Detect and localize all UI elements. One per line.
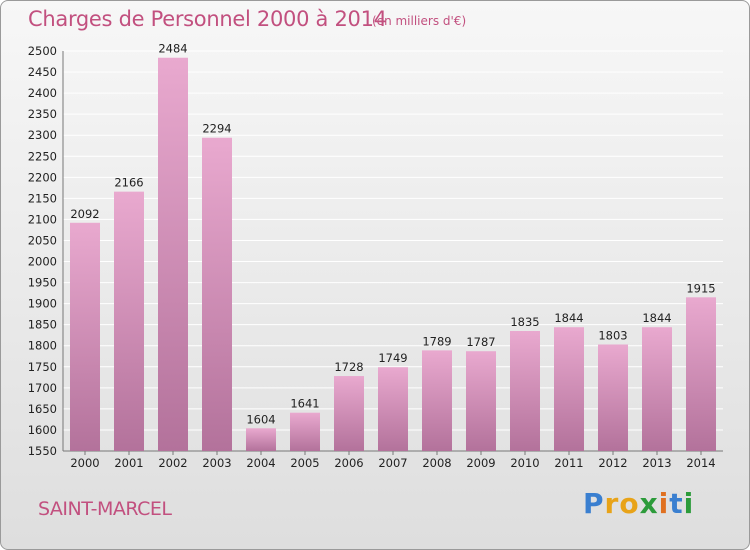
y-tick-label: 2000 — [28, 255, 57, 269]
y-tick-label: 1750 — [28, 360, 57, 374]
x-tick-label-2011: 2011 — [554, 456, 583, 470]
y-tick-label: 1950 — [28, 276, 57, 290]
bar-2010 — [510, 331, 540, 451]
y-tick-label: 2500 — [28, 44, 57, 58]
x-tick-label-2009: 2009 — [466, 456, 495, 470]
bar-2001 — [114, 191, 144, 451]
data-label-2014: 1915 — [686, 281, 715, 295]
brand-letter: P — [583, 487, 605, 520]
y-tick-label: 2450 — [28, 65, 57, 79]
y-tick-label: 2100 — [28, 212, 57, 226]
data-label-2011: 1844 — [554, 311, 583, 325]
x-tick-label-2005: 2005 — [290, 456, 319, 470]
bar-2004 — [246, 428, 276, 451]
y-tick-label: 1550 — [28, 444, 57, 458]
bar-2012 — [598, 344, 628, 451]
bar-2005 — [290, 412, 320, 451]
bar-2006 — [334, 376, 364, 451]
y-tick-label: 2150 — [28, 191, 57, 205]
x-tick-label-2008: 2008 — [422, 456, 451, 470]
data-label-2008: 1789 — [422, 334, 451, 348]
brand-letter: o — [619, 487, 640, 520]
x-tick-label-2001: 2001 — [114, 456, 143, 470]
y-tick-label: 2200 — [28, 170, 57, 184]
x-tick-label-2000: 2000 — [70, 456, 99, 470]
x-tick-label-2013: 2013 — [642, 456, 671, 470]
data-label-2001: 2166 — [114, 176, 143, 190]
x-tick-label-2010: 2010 — [510, 456, 539, 470]
data-label-2004: 1604 — [246, 412, 275, 426]
data-labels: 2092 2166 2484 2294 1604 1641 1728 1749 1789 1787… — [70, 42, 715, 427]
y-tick-label: 2250 — [28, 149, 57, 163]
x-tick-label-2004: 2004 — [246, 456, 275, 470]
y-tick-label: 2400 — [28, 86, 57, 100]
data-label-2003: 2294 — [202, 122, 231, 136]
brand-letter: i — [683, 487, 695, 520]
bars — [70, 57, 716, 451]
data-label-2012: 1803 — [598, 328, 627, 342]
x-tick-labels: 2000 2001 2002 2003 2004 2005 2006 2007 2008 2009… — [70, 456, 715, 470]
chart-subtitle: (en milliers d'€) — [372, 14, 467, 28]
data-label-2006: 1728 — [334, 360, 363, 374]
data-label-2005: 1641 — [290, 397, 319, 411]
data-label-2002: 2484 — [158, 42, 187, 56]
chart-title: Charges de Personnel 2000 à 2014 — [28, 7, 387, 31]
y-tick-label: 2350 — [28, 107, 57, 121]
y-tick-labels: 1550 1600 1650 1700 1750 1800 1850 1900 1950 2000… — [28, 44, 57, 458]
x-tick-label-2003: 2003 — [202, 456, 231, 470]
data-label-2009: 1787 — [466, 335, 495, 349]
y-tick-label: 1700 — [28, 381, 57, 395]
brand-letter: x — [639, 487, 659, 520]
brand-letter: t — [669, 487, 684, 520]
bar-2000 — [70, 222, 100, 451]
y-tick-label: 1800 — [28, 339, 57, 353]
data-label-2013: 1844 — [642, 311, 671, 325]
bar-2007 — [378, 367, 408, 451]
data-label-2007: 1749 — [378, 351, 407, 365]
brand-letter: i — [658, 487, 670, 520]
data-label-2010: 1835 — [510, 315, 539, 329]
y-tick-label: 1650 — [28, 402, 57, 416]
x-tick-label-2006: 2006 — [334, 456, 363, 470]
x-tick-label-2014: 2014 — [686, 456, 715, 470]
bar-2002 — [158, 57, 188, 451]
bar-2003 — [202, 137, 232, 451]
bar-2011 — [554, 327, 584, 451]
y-tick-label: 1900 — [28, 297, 57, 311]
proxiti-logo[interactable]: Proxiti — [583, 487, 694, 520]
y-tick-label: 2050 — [28, 233, 57, 247]
x-tick-label-2002: 2002 — [158, 456, 187, 470]
brand-letter: r — [604, 487, 620, 520]
bar-2008 — [422, 350, 452, 451]
bar-2009 — [466, 351, 496, 451]
y-tick-label: 2300 — [28, 128, 57, 142]
x-tick-label-2012: 2012 — [598, 456, 627, 470]
commune-name: SAINT-MARCEL — [38, 498, 172, 520]
bar-2014 — [686, 297, 716, 451]
data-label-2000: 2092 — [70, 207, 99, 221]
y-tick-label: 1600 — [28, 423, 57, 437]
x-tick-label-2007: 2007 — [378, 456, 407, 470]
y-tick-label: 1850 — [28, 318, 57, 332]
bar-2013 — [642, 327, 672, 451]
